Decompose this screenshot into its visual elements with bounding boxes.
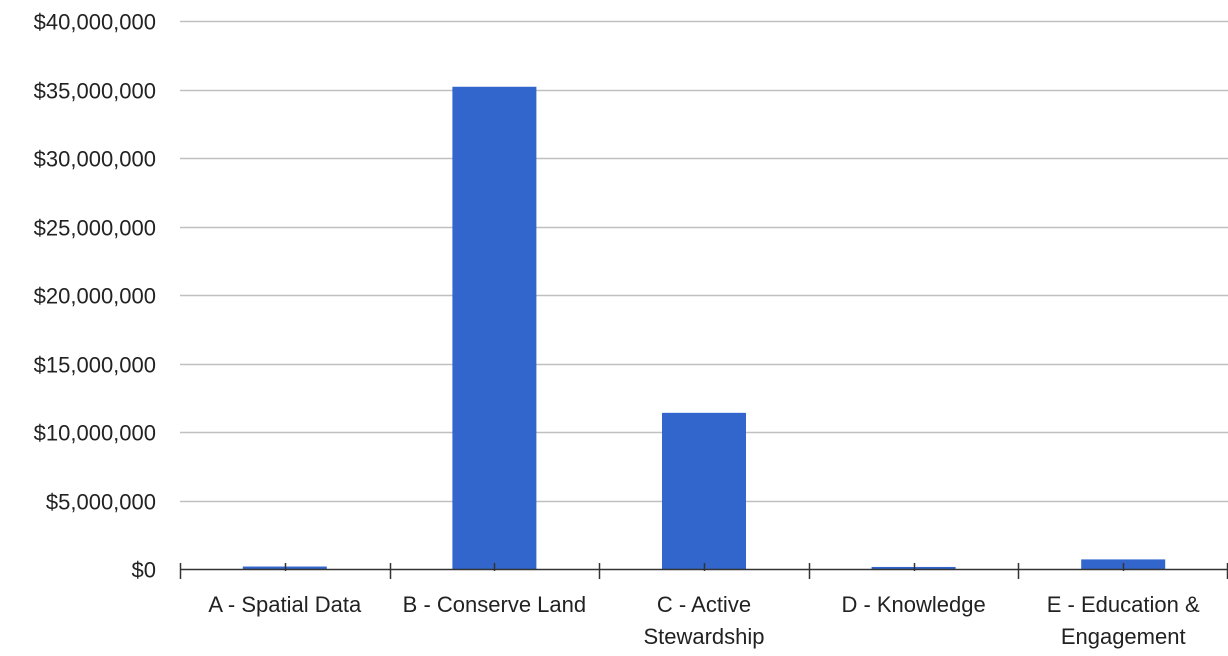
x-tick-label: Engagement: [1061, 624, 1186, 649]
x-tick-label: D - Knowledge: [841, 592, 985, 617]
x-tick-label: E - Education &: [1047, 592, 1200, 617]
y-tick-label: $25,000,000: [34, 216, 156, 241]
x-tick-label: C - Active: [657, 592, 751, 617]
bar: [452, 86, 537, 569]
bar: [662, 412, 746, 569]
gridlines: [180, 20, 1228, 503]
y-tick-label: $15,000,000: [34, 353, 156, 378]
bars: [242, 86, 1166, 569]
bar: [871, 566, 956, 569]
y-tick-label: $0: [132, 558, 156, 583]
y-axis-tick-labels: $0 $5,000,000 $10,000,000 $15,000,000 $20,00…: [34, 10, 156, 583]
y-tick-label: $10,000,000: [34, 421, 156, 446]
y-tick-label: $20,000,000: [34, 284, 156, 309]
y-tick-label: $30,000,000: [34, 147, 156, 172]
x-tick-label: Stewardship: [643, 624, 764, 649]
y-tick-label: $35,000,000: [34, 79, 156, 104]
y-tick-label: $5,000,000: [46, 490, 156, 515]
x-tick-label: A - Spatial Data: [208, 592, 362, 617]
x-axis: [179, 563, 1228, 579]
x-axis-category-labels: A - Spatial Data B - Conserve Land C - Act…: [208, 592, 1200, 649]
y-tick-label: $40,000,000: [34, 10, 156, 35]
x-tick-label: B - Conserve Land: [403, 592, 586, 617]
